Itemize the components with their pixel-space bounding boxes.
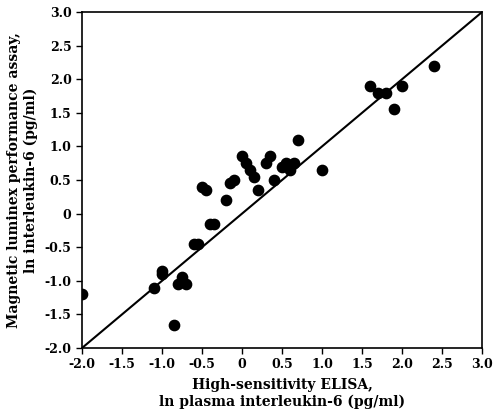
Point	[222, 197, 230, 203]
Point	[374, 89, 382, 96]
Point	[278, 163, 286, 170]
Point	[210, 220, 218, 227]
Point	[178, 274, 186, 281]
Point	[174, 281, 182, 287]
Point	[182, 281, 190, 287]
X-axis label: High-sensitivity ELISA,
ln plasma interleukin-6 (pg/ml): High-sensitivity ELISA, ln plasma interl…	[159, 379, 405, 409]
Point	[158, 267, 166, 274]
Point	[366, 82, 374, 89]
Point	[382, 89, 390, 96]
Point	[226, 180, 234, 187]
Point	[254, 187, 262, 193]
Point	[318, 166, 326, 173]
Point	[398, 82, 406, 89]
Point	[286, 166, 294, 173]
Point	[294, 136, 302, 143]
Point	[242, 160, 250, 166]
Y-axis label: Magnetic luminex performance assay,
ln interleukin-6 (pg/ml): Magnetic luminex performance assay, ln i…	[7, 32, 38, 328]
Point	[282, 160, 290, 166]
Point	[194, 240, 202, 247]
Point	[198, 183, 206, 190]
Point	[290, 160, 298, 166]
Point	[206, 220, 214, 227]
Point	[246, 166, 254, 173]
Point	[262, 160, 270, 166]
Point	[158, 271, 166, 277]
Point	[150, 284, 158, 291]
Point	[270, 177, 278, 183]
Point	[238, 153, 246, 160]
Point	[266, 153, 274, 160]
Point	[78, 291, 86, 297]
Point	[390, 106, 398, 113]
Point	[230, 177, 238, 183]
Point	[202, 187, 210, 193]
Point	[430, 62, 438, 69]
Point	[250, 173, 258, 180]
Point	[190, 240, 198, 247]
Point	[170, 321, 178, 328]
